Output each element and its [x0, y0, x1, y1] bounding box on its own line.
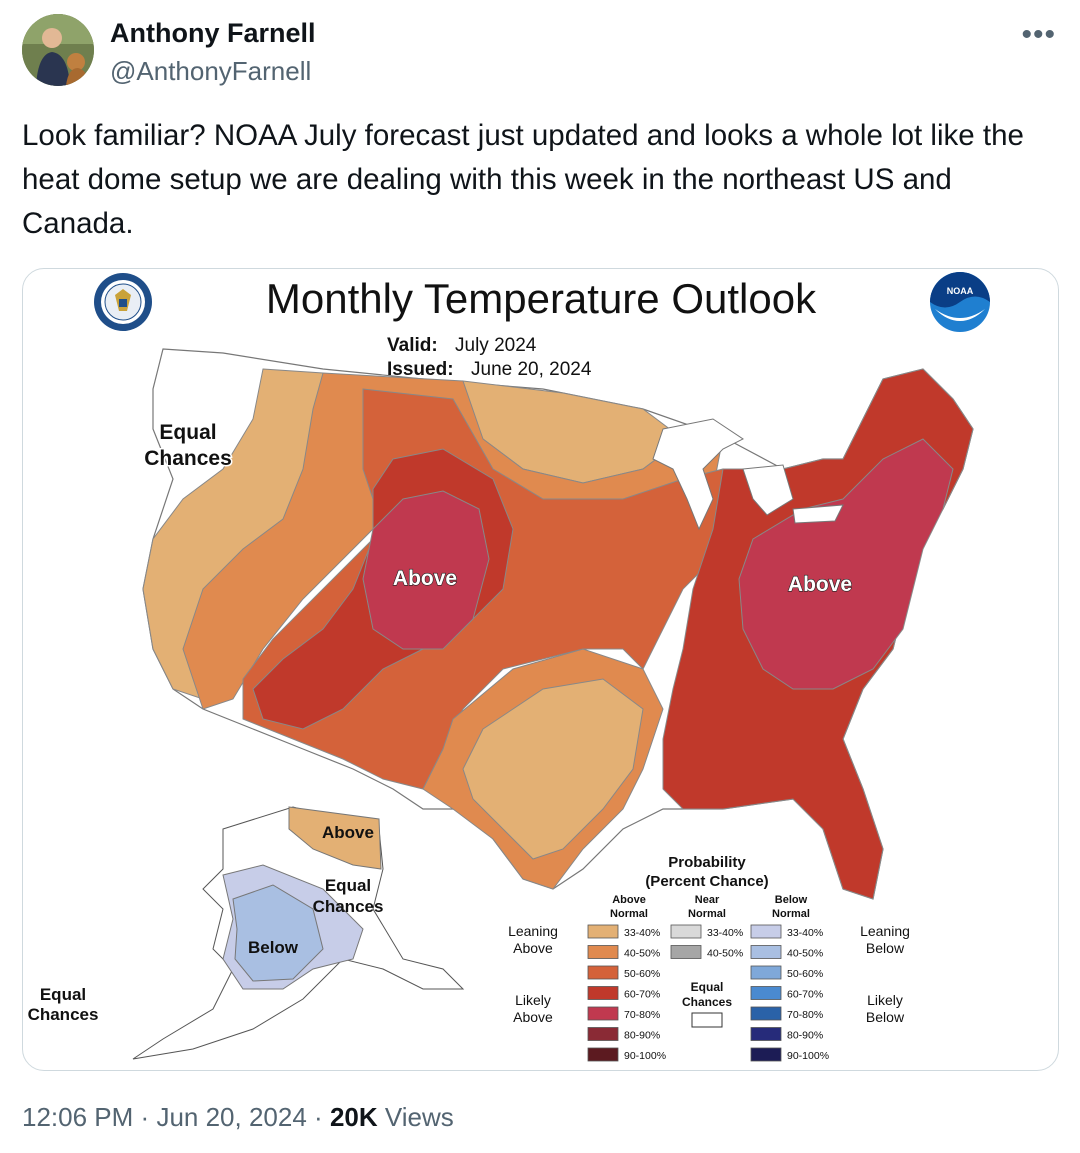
tweet-meta: 12:06 PM · Jun 20, 2024 · 20K Views — [22, 1102, 454, 1133]
valid-label: Valid: — [387, 335, 438, 356]
great-lakes — [652, 418, 844, 531]
legend-below-80-90-label: 80-90% — [787, 1030, 823, 1042]
valid-value: July 2024 — [455, 335, 537, 356]
legend-below-90-100-label: 90-100% — [787, 1050, 829, 1062]
legend-near-40-50-label: 40-50% — [707, 948, 743, 960]
legend-below-head-2: Normal — [772, 908, 810, 920]
legend-above-head-1: Above — [612, 894, 646, 906]
legend-below-40-50-swatch — [750, 945, 782, 959]
above-33-40-texas — [462, 678, 644, 860]
tweet-time[interactable]: 12:06 PM — [22, 1102, 134, 1132]
legend-leaning-above-1: Leaning — [508, 923, 558, 939]
equal-chances-west-label-1: Equal — [159, 421, 216, 444]
legend-likely-above-2: Above — [513, 1009, 553, 1025]
alaska-equal-label-2: Chances — [313, 897, 384, 916]
above-70-80-east — [738, 438, 954, 690]
above-east-label: Above — [788, 573, 852, 596]
tweet-date[interactable]: Jun 20, 2024 — [156, 1102, 307, 1132]
legend-equal-swatch — [691, 1012, 723, 1028]
alaska-map — [132, 806, 465, 1060]
legend-above-33-40-swatch — [587, 924, 619, 939]
above-west-label: Above — [393, 567, 457, 590]
ellipsis-icon[interactable]: ••• — [1021, 18, 1056, 51]
alaska-equal-sw-label-2: Chances — [28, 1005, 99, 1024]
legend-above-90-100-label: 90-100% — [624, 1050, 666, 1062]
above-70-80-west — [362, 490, 490, 650]
legend-above-50-60-label: 50-60% — [624, 968, 660, 980]
alaska-above-33-40 — [288, 806, 382, 870]
equal-chances-west-label-2: Chances — [144, 447, 232, 470]
legend-leaning-above-2: Above — [513, 940, 553, 956]
legend-below-head-1: Below — [775, 894, 808, 906]
legend-above-70-80-label: 70-80% — [624, 1009, 660, 1021]
alaska-below-40-50 — [232, 884, 324, 982]
temperature-outlook-map: NOAA Monthly Temperature Outlook Valid: … — [28, 272, 990, 1062]
legend-above-90-100-swatch — [587, 1047, 619, 1062]
alaska-equal-label-1: Equal — [325, 876, 371, 895]
legend-below-60-70-label: 60-70% — [787, 989, 823, 1001]
alaska-equal-sw-label-1: Equal — [40, 985, 86, 1004]
legend-below-50-60-swatch — [750, 965, 782, 980]
legend-above-60-70-swatch — [587, 986, 619, 1000]
legend-near-head-2: Normal — [688, 908, 726, 920]
legend-above-80-90-label: 80-90% — [624, 1030, 660, 1042]
legend-below-60-70-swatch — [750, 986, 782, 1000]
legend-leaning-below-2: Below — [866, 940, 905, 956]
legend-above-60-70-label: 60-70% — [624, 989, 660, 1001]
legend-equal-1: Equal — [691, 980, 724, 994]
legend-near-head-1: Near — [695, 894, 720, 906]
legend-near-40-50-swatch — [670, 945, 702, 959]
legend-below-33-40-label: 33-40% — [787, 927, 823, 939]
legend-below-40-50-label: 40-50% — [787, 948, 823, 960]
conus-map — [142, 348, 974, 900]
noaa-logo-icon: NOAA — [930, 272, 990, 332]
legend-above-head-2: Normal — [610, 908, 648, 920]
tweet-text: Look familiar? NOAA July forecast just u… — [22, 119, 1024, 240]
views-label: Views — [384, 1102, 454, 1132]
alaska-above-label: Above — [322, 823, 374, 842]
legend-leaning-below-1: Leaning — [860, 923, 910, 939]
views-count: 20K — [329, 1102, 378, 1132]
legend-likely-above-1: Likely — [515, 992, 551, 1008]
legend-likely-below-1: Likely — [867, 992, 903, 1008]
avatar-image — [22, 14, 94, 86]
legend-below-90-100-swatch — [750, 1047, 782, 1062]
legend-above-50-60-swatch — [587, 965, 619, 980]
alaska-below-label: Below — [248, 938, 299, 957]
legend-below-33-40-swatch — [750, 924, 782, 939]
legend-equal-2: Chances — [682, 995, 732, 1009]
legend-above-33-40-label: 33-40% — [624, 927, 660, 939]
legend-title-1: Probability — [668, 854, 746, 871]
legend-likely-below-2: Below — [866, 1009, 905, 1025]
meta-separator-1: · — [140, 1102, 150, 1132]
tweet-media[interactable]: NOAA Monthly Temperature Outlook Valid: … — [22, 268, 1059, 1071]
legend-below-70-80-swatch — [750, 1006, 782, 1021]
legend-title-2: (Percent Chance) — [645, 873, 768, 890]
avatar[interactable] — [22, 14, 94, 86]
issued-value: June 20, 2024 — [471, 359, 592, 380]
commerce-seal-icon — [94, 273, 152, 331]
legend-above-40-50-swatch — [587, 945, 619, 959]
legend-below-50-60-label: 50-60% — [787, 968, 823, 980]
legend-below-80-90-swatch — [750, 1027, 782, 1041]
legend-above-80-90-swatch — [587, 1027, 619, 1041]
author-name[interactable]: Anthony Farnell — [110, 18, 316, 48]
issued-label: Issued: — [387, 359, 454, 380]
legend-above-70-80-swatch — [587, 1006, 619, 1021]
legend-above-40-50-label: 40-50% — [624, 948, 660, 960]
map-title: Monthly Temperature Outlook — [266, 275, 817, 322]
author-handle[interactable]: @AnthonyFarnell — [110, 56, 312, 86]
legend-below-70-80-label: 70-80% — [787, 1009, 823, 1021]
noaa-logo-text: NOAA — [947, 286, 974, 296]
legend: Probability (Percent Chance) Above Norma… — [508, 854, 910, 1062]
legend-near-33-40-label: 33-40% — [707, 927, 743, 939]
meta-separator-2: · — [314, 1102, 323, 1132]
legend-near-33-40-swatch — [670, 924, 702, 939]
